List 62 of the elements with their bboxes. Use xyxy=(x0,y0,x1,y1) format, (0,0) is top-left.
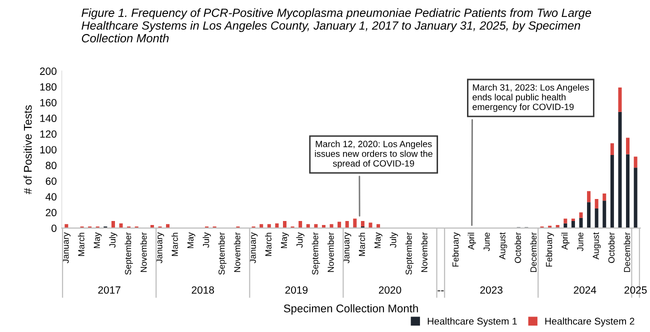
x-tick-label: May xyxy=(187,232,196,248)
x-tick-label: December xyxy=(530,232,537,272)
y-tick-label: 40 xyxy=(46,193,56,201)
y-tick-label: 180 xyxy=(40,83,56,91)
legend-label: Healthcare System 1 xyxy=(428,318,517,327)
text: 2019 xyxy=(285,286,308,294)
y-tick-label: 160 xyxy=(40,98,56,106)
x-tick-label: February xyxy=(452,232,460,267)
x-tick-label: September xyxy=(124,232,133,275)
x-tick-label: July xyxy=(296,232,304,248)
y-tick-label: 120 xyxy=(40,130,56,138)
text: -- xyxy=(438,290,444,292)
x-tick-label: July xyxy=(109,232,118,248)
x-axis-title: Specimen Collection Month xyxy=(284,304,418,315)
x-tick-label: March xyxy=(172,232,178,256)
x-tick-label: June xyxy=(484,232,490,252)
text: 2018 xyxy=(192,286,214,294)
y-tick-label: 0 xyxy=(52,224,56,232)
annotation: March 12, 2020: Los Angeles issues new orders to slow the spread of COVID-19 xyxy=(315,140,432,168)
x-tick-label: March xyxy=(358,232,366,256)
text: 2023 xyxy=(480,286,502,294)
x-tick-label: November xyxy=(140,232,147,272)
x-tick-label: November xyxy=(420,232,428,272)
x-tick-label: September xyxy=(312,232,320,275)
y-axis-title: # of Positive Tests xyxy=(24,105,32,194)
y-tick-label: 20 xyxy=(46,208,56,216)
chart-title: Figure 1. Frequency of PCR-Positive Mycoplasma pneumoniae Pediatric Patients from Two Large Healthcare Systems in Los Angeles County, January 1, 2017 to January 31, 2025, by Specimen Collection Month xyxy=(82,8,592,42)
x-tick-label: February xyxy=(546,232,554,267)
text: 2020 xyxy=(378,286,402,294)
x-tick-label: December xyxy=(624,232,630,272)
x-tick-label: July xyxy=(202,232,211,248)
annotation: March 31, 2023: Los Angeles ends local public health emergency for COVID-19 xyxy=(472,84,589,112)
x-tick-label: January xyxy=(250,232,258,264)
x-tick-label: November xyxy=(234,232,240,272)
y-tick-label: 80 xyxy=(46,162,56,170)
y-tick-label: 60 xyxy=(46,177,56,185)
x-tick-label: September xyxy=(405,232,414,275)
text: 2025 xyxy=(624,286,647,294)
x-tick-label: November xyxy=(327,232,334,272)
x-tick-label: May xyxy=(280,232,289,248)
x-tick-label: March xyxy=(265,232,272,256)
x-tick-label: March xyxy=(78,232,84,256)
y-tick-label: 100 xyxy=(40,146,56,154)
x-tick-label: September xyxy=(218,232,226,275)
text: 2024 xyxy=(574,286,596,294)
x-tick-label: July xyxy=(390,232,398,248)
x-tick-label: June xyxy=(577,232,584,252)
x-tick-label: October xyxy=(514,232,521,263)
x-tick-label: August xyxy=(592,232,601,260)
x-tick-label: January xyxy=(156,232,164,264)
x-tick-label: May xyxy=(374,232,382,248)
x-tick-label: October xyxy=(608,232,615,263)
x-tick-label: May xyxy=(94,232,102,248)
x-tick-label: January xyxy=(343,232,352,264)
x-tick-label: April xyxy=(561,232,570,250)
x-tick-label: April xyxy=(468,232,476,250)
y-tick-label: 200 xyxy=(40,68,56,75)
y-tick-label: 140 xyxy=(40,114,56,122)
x-tick-label: August xyxy=(499,232,508,260)
legend-label: Healthcare System 2 xyxy=(545,318,634,327)
text: 2017 xyxy=(98,286,120,294)
x-tick-label: January xyxy=(62,232,71,264)
